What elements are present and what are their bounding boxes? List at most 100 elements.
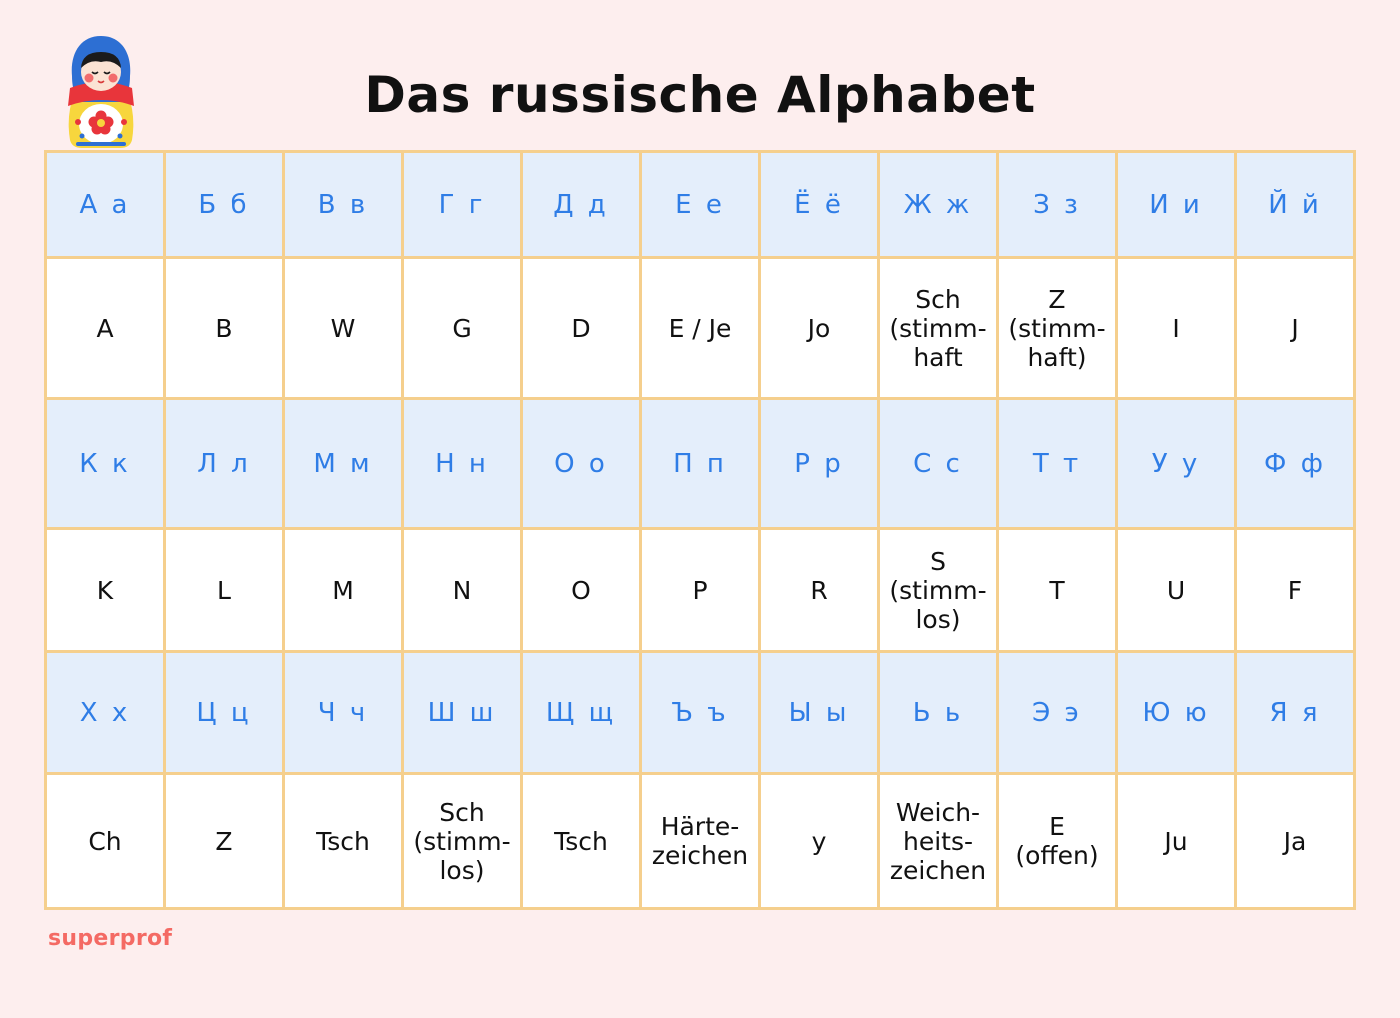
transliteration-cell: Ju bbox=[1115, 772, 1237, 910]
cyrillic-letter-cell: Ь ь bbox=[877, 649, 999, 776]
transliteration-cell: W bbox=[282, 256, 404, 400]
cyrillic-letter-cell: У у bbox=[1115, 396, 1237, 531]
cyrillic-letter-cell: И и bbox=[1115, 149, 1237, 260]
cyrillic-letters-row: А а Б б В в Г г Д д Е е Ё ё Ж ж З з И и … bbox=[44, 149, 1356, 260]
transliteration-cell: P bbox=[639, 527, 761, 653]
cyrillic-letter-cell: М м bbox=[282, 396, 404, 531]
cyrillic-letter-cell: Ё ё bbox=[758, 149, 880, 260]
cyrillic-letter-cell: Ю ю bbox=[1115, 649, 1237, 776]
transliteration-text: Härte- zeichen bbox=[651, 812, 749, 871]
transliteration-cell: Sch (stimm- haft bbox=[877, 256, 999, 400]
cyrillic-letter-cell: Ы ы bbox=[758, 649, 880, 776]
transliteration-text: K bbox=[96, 575, 114, 605]
cyrillic-letters-row: Х х Ц ц Ч ч Ш ш Щ щ Ъ ъ Ы ы Ь ь Э э Ю ю … bbox=[44, 649, 1356, 776]
transliteration-cell: F bbox=[1234, 527, 1356, 653]
transliteration-text: P bbox=[692, 575, 708, 605]
transliteration-text: B bbox=[215, 313, 233, 343]
transliteration-text: G bbox=[452, 313, 472, 343]
transliteration-cell: J bbox=[1234, 256, 1356, 400]
cyrillic-letter-cell: Е е bbox=[639, 149, 761, 260]
transliteration-cell: M bbox=[282, 527, 404, 653]
transliteration-cell: Z bbox=[163, 772, 285, 910]
cyrillic-letter-cell: К к bbox=[44, 396, 166, 531]
transliteration-text: F bbox=[1287, 575, 1303, 605]
transliteration-text: Tsch bbox=[554, 826, 608, 856]
transliteration-cell: A bbox=[44, 256, 166, 400]
cyrillic-letter-cell: Ъ ъ bbox=[639, 649, 761, 776]
superprof-logo: superprof bbox=[48, 926, 173, 951]
transliteration-text: Weich- heits- zeichen bbox=[889, 797, 987, 885]
cyrillic-letter-cell: П п bbox=[639, 396, 761, 531]
transliteration-text: y bbox=[811, 826, 827, 856]
cyrillic-letter-cell: Л л bbox=[163, 396, 285, 531]
transliteration-text: L bbox=[217, 575, 231, 605]
transliteration-cell: Z (stimm- haft) bbox=[996, 256, 1118, 400]
transliteration-text: Sch (stimm- los) bbox=[413, 797, 511, 885]
transliteration-cell: Ja bbox=[1234, 772, 1356, 910]
cyrillic-letter-cell: С с bbox=[877, 396, 999, 531]
transliteration-text: Ch bbox=[88, 826, 122, 856]
cyrillic-letter-cell: Ц ц bbox=[163, 649, 285, 776]
transliteration-cell: S (stimm- los) bbox=[877, 527, 999, 653]
transliteration-cell: K bbox=[44, 527, 166, 653]
transliteration-cell: Tsch bbox=[282, 772, 404, 910]
cyrillic-letter-cell: Б б bbox=[163, 149, 285, 260]
transliteration-cell: U bbox=[1115, 527, 1237, 653]
transliteration-cell: I bbox=[1115, 256, 1237, 400]
transliteration-cell: O bbox=[520, 527, 642, 653]
transliteration-cell: T bbox=[996, 527, 1118, 653]
transliteration-text: Z bbox=[215, 826, 233, 856]
transliteration-text: E (offen) bbox=[1015, 812, 1099, 871]
transliteration-text: D bbox=[571, 313, 591, 343]
transliteration-text: Sch (stimm- haft bbox=[889, 284, 987, 372]
transliteration-cell: Sch (stimm- los) bbox=[401, 772, 523, 910]
transliteration-text: I bbox=[1172, 313, 1180, 343]
cyrillic-letter-cell: Ш ш bbox=[401, 649, 523, 776]
transliteration-text: M bbox=[332, 575, 354, 605]
transliteration-cell: Ch bbox=[44, 772, 166, 910]
transliteration-cell: Tsch bbox=[520, 772, 642, 910]
transliteration-cell: E / Je bbox=[639, 256, 761, 400]
transliteration-text: W bbox=[330, 313, 356, 343]
cyrillic-letter-cell: З з bbox=[996, 149, 1118, 260]
transliteration-text: T bbox=[1049, 575, 1065, 605]
transliteration-text: J bbox=[1291, 313, 1299, 343]
transliteration-text: Jo bbox=[807, 313, 831, 343]
transliteration-cell: D bbox=[520, 256, 642, 400]
alphabet-table: А а Б б В в Г г Д д Е е Ё ё Ж ж З з И и … bbox=[44, 149, 1356, 910]
cyrillic-letter-cell: Г г bbox=[401, 149, 523, 260]
transliteration-cell: R bbox=[758, 527, 880, 653]
transliteration-text: Tsch bbox=[316, 826, 370, 856]
transliteration-cell: Weich- heits- zeichen bbox=[877, 772, 999, 910]
transliteration-text: N bbox=[452, 575, 472, 605]
transliteration-text: Ju bbox=[1164, 826, 1188, 856]
transliteration-cell: N bbox=[401, 527, 523, 653]
transliteration-cell: Jo bbox=[758, 256, 880, 400]
cyrillic-letters-row: К к Л л М м Н н О о П п Р р С с Т т У у … bbox=[44, 396, 1356, 531]
matryoshka-doll-icon bbox=[60, 32, 142, 150]
transliteration-text: R bbox=[810, 575, 828, 605]
cyrillic-letter-cell: Щ щ bbox=[520, 649, 642, 776]
cyrillic-letter-cell: Ч ч bbox=[282, 649, 404, 776]
transliteration-row: A B W G D E / Je Jo Sch (stimm- haft Z (… bbox=[44, 256, 1356, 400]
cyrillic-letter-cell: Д д bbox=[520, 149, 642, 260]
page-title: Das russische Alphabet bbox=[364, 66, 1036, 124]
cyrillic-letter-cell: А а bbox=[44, 149, 166, 260]
transliteration-row: K L M N O P R S (stimm- los) T U F bbox=[44, 527, 1356, 653]
cyrillic-letter-cell: Н н bbox=[401, 396, 523, 531]
transliteration-text: Ja bbox=[1283, 826, 1307, 856]
cyrillic-letter-cell: Ф ф bbox=[1234, 396, 1356, 531]
transliteration-text: A bbox=[96, 313, 114, 343]
cyrillic-letter-cell: Я я bbox=[1234, 649, 1356, 776]
transliteration-cell: B bbox=[163, 256, 285, 400]
cyrillic-letter-cell: Й й bbox=[1234, 149, 1356, 260]
transliteration-text: U bbox=[1166, 575, 1186, 605]
transliteration-cell: G bbox=[401, 256, 523, 400]
transliteration-text: E / Je bbox=[668, 313, 732, 343]
cyrillic-letter-cell: Р р bbox=[758, 396, 880, 531]
cyrillic-letter-cell: Т т bbox=[996, 396, 1118, 531]
cyrillic-letter-cell: В в bbox=[282, 149, 404, 260]
cyrillic-letter-cell: Ж ж bbox=[877, 149, 999, 260]
transliteration-row: Ch Z Tsch Sch (stimm- los) Tsch Härte- z… bbox=[44, 772, 1356, 910]
transliteration-cell: Härte- zeichen bbox=[639, 772, 761, 910]
